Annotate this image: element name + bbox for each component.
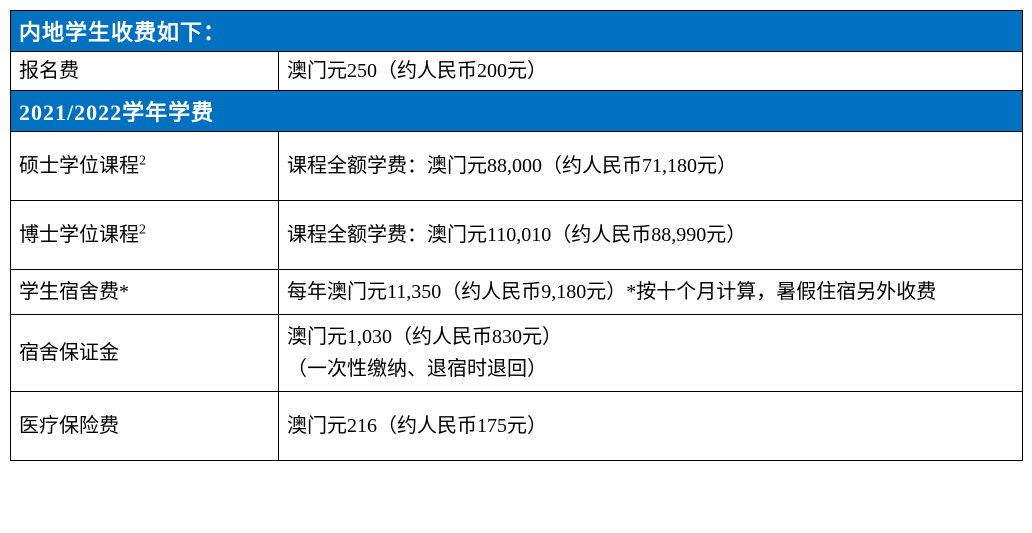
header-fees-cell: 内地学生收费如下： — [11, 11, 1023, 52]
row-label: 硕士学位课程2 — [11, 132, 279, 201]
row-label: 报名费 — [11, 52, 279, 91]
table-row: 博士学位课程2 课程全额学费：澳门元110,010（约人民币88,990元） — [11, 201, 1023, 270]
row-value-text: 澳门元250（约人民币200元） — [287, 60, 547, 82]
row-label: 宿舍保证金 — [11, 315, 279, 392]
header-fees: 内地学生收费如下： — [11, 11, 1023, 52]
row-label-text: 报名费 — [19, 60, 79, 82]
row-value: 澳门元216（约人民币175元） — [279, 392, 1023, 461]
row-value: 课程全额学费：澳门元88,000（约人民币71,180元） — [279, 132, 1023, 201]
row-label-sup: 2 — [139, 153, 146, 168]
row-label-text: 博士学位课程 — [19, 224, 139, 246]
row-label: 学生宿舍费* — [11, 270, 279, 315]
row-label-text: 宿舍保证金 — [19, 342, 119, 364]
header-tuition: 2021/2022学年学费 — [11, 91, 1023, 132]
row-value-text: 澳门元216（约人民币175元） — [287, 415, 547, 437]
row-label-text: 学生宿舍费* — [19, 281, 129, 303]
row-label-text: 硕士学位课程 — [19, 155, 139, 177]
row-value-text: 每年澳门元11,350（约人民币9,180元）*按十个月计算，暑假住宿另外收费 — [287, 281, 936, 303]
table-row: 硕士学位课程2 课程全额学费：澳门元88,000（约人民币71,180元） — [11, 132, 1023, 201]
row-value: 每年澳门元11,350（约人民币9,180元）*按十个月计算，暑假住宿另外收费 — [279, 270, 1023, 315]
row-label-sup: 2 — [139, 222, 146, 237]
row-value-text: （一次性缴纳、退宿时退回） — [287, 358, 547, 380]
row-value-text: 澳门元1,030（约人民币830元） — [287, 326, 562, 348]
row-value-text: 课程全额学费：澳门元110,010（约人民币88,990元） — [287, 224, 746, 246]
header-tuition-cell: 2021/2022学年学费 — [11, 91, 1023, 132]
fee-table-body: 内地学生收费如下： 报名费 澳门元250（约人民币200元） 2021/2022学年学… — [11, 11, 1023, 461]
table-row: 学生宿舍费* 每年澳门元11,350（约人民币9,180元）*按十个月计算，暑假住… — [11, 270, 1023, 315]
row-label-text: 医疗保险费 — [19, 415, 119, 437]
row-label: 博士学位课程2 — [11, 201, 279, 270]
fee-table: 内地学生收费如下： 报名费 澳门元250（约人民币200元） 2021/2022学年学… — [10, 10, 1023, 461]
table-row: 医疗保险费 澳门元216（约人民币175元） — [11, 392, 1023, 461]
row-value-text: 课程全额学费：澳门元88,000（约人民币71,180元） — [287, 155, 737, 177]
table-row: 宿舍保证金 澳门元1,030（约人民币830元） （一次性缴纳、退宿时退回） — [11, 315, 1023, 392]
table-row: 报名费 澳门元250（约人民币200元） — [11, 52, 1023, 91]
row-label: 医疗保险费 — [11, 392, 279, 461]
row-value: 澳门元1,030（约人民币830元） （一次性缴纳、退宿时退回） — [279, 315, 1023, 392]
row-value: 澳门元250（约人民币200元） — [279, 52, 1023, 91]
row-value: 课程全额学费：澳门元110,010（约人民币88,990元） — [279, 201, 1023, 270]
